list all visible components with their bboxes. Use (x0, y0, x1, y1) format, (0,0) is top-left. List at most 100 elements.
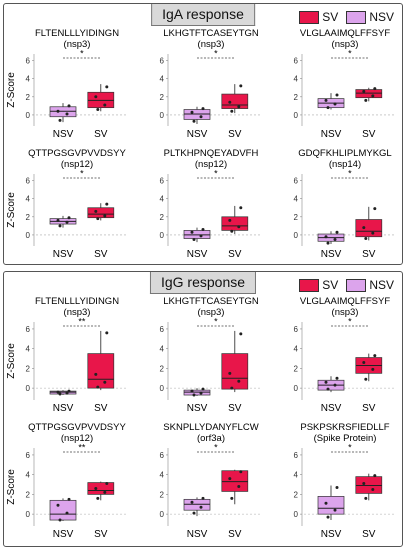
data-point (335, 230, 339, 234)
legend-label-nsv: NSV (369, 278, 394, 292)
data-point (192, 511, 196, 515)
box-sv (87, 353, 115, 389)
y-tick-label: 2 (26, 213, 31, 222)
box-sv (355, 219, 383, 238)
x-tick-label: SV (228, 403, 242, 414)
data-point (96, 496, 100, 500)
data-point (362, 226, 366, 230)
y-tick-label: 4 (294, 195, 299, 204)
data-point (239, 470, 243, 474)
y-tick-label: 0 (294, 510, 299, 519)
data-point (362, 482, 366, 486)
data-point (364, 237, 368, 241)
iga-response-panel: IgA response SV NSV (3, 3, 403, 265)
chart-title: FLTENLLLYIDINGN (35, 28, 119, 39)
y-tick-label: 2 (26, 490, 31, 499)
y-tick-label: 0 (294, 384, 299, 393)
chart-subtitle: (nsp3) (64, 307, 91, 318)
data-point (96, 217, 100, 221)
data-point (199, 234, 203, 238)
data-point (65, 220, 69, 224)
legend-item-nsv: NSV (346, 278, 394, 292)
y-tick-label: 4 (26, 75, 31, 84)
legend-item-nsv: NSV (346, 10, 394, 24)
x-tick-label: NSV (53, 529, 74, 540)
y-tick-label: 6 (160, 325, 165, 334)
data-point (103, 214, 107, 218)
boxplot-chart: PLTKHPNQEYADVFH(nsp12) 0 2 4 6 * NSV SV (160, 148, 260, 260)
chart-title: GDQFKHLIPLMYKGL (298, 148, 391, 159)
legend-item-sv: SV (299, 10, 338, 24)
y-tick-label: 0 (160, 384, 165, 393)
iga-legend: SV NSV (295, 10, 394, 24)
data-point (190, 500, 194, 504)
data-point (364, 496, 368, 500)
data-point (371, 231, 375, 235)
y-tick-label: 0 (26, 384, 31, 393)
data-point (373, 474, 377, 478)
x-tick-label: NSV (187, 249, 208, 260)
data-point (362, 360, 366, 364)
y-tick-label: 6 (294, 451, 299, 460)
data-point (230, 109, 234, 113)
igg-panel-title: IgG response (149, 272, 257, 294)
legend-label-nsv: NSV (369, 10, 394, 24)
data-point (58, 224, 62, 228)
data-point (201, 107, 205, 111)
iga-panel-title: IgA response (151, 4, 255, 26)
data-point (228, 218, 232, 222)
data-point (65, 391, 69, 395)
data-point (237, 105, 241, 109)
data-point (67, 216, 71, 220)
data-point (65, 112, 69, 116)
data-point (324, 380, 328, 384)
data-point (228, 100, 232, 104)
data-point (56, 218, 60, 222)
boxplot-chart: SKNPLLYDANYFLCW(orf3a) 0 2 4 6 * NSV SV (160, 422, 260, 540)
data-point (326, 515, 330, 519)
y-axis-label: Z-Score (6, 469, 17, 505)
boxplot-chart: FLTENLLLYIDINGN(nsp3) Z-Score 0 2 4 6 ** NSV SV (6, 296, 126, 414)
y-tick-label: 0 (294, 111, 299, 120)
data-point (94, 486, 98, 490)
data-point (326, 241, 330, 245)
data-point (228, 371, 232, 375)
data-point (237, 485, 241, 489)
significance-marker: * (348, 49, 352, 59)
data-point (201, 227, 205, 231)
chart-subtitle: (nsp12) (195, 159, 227, 170)
box-sv (221, 93, 249, 109)
data-point (335, 376, 339, 380)
y-tick-label: 6 (294, 57, 299, 66)
significance-marker: * (214, 443, 218, 453)
data-point (199, 391, 203, 395)
y-tick-label: 2 (26, 93, 31, 102)
box-sv (221, 353, 249, 390)
data-point (58, 518, 62, 522)
data-point (94, 372, 98, 376)
data-point (333, 508, 337, 512)
data-point (192, 393, 196, 397)
y-tick-label: 2 (160, 213, 165, 222)
data-point (67, 104, 71, 108)
data-point (190, 389, 194, 393)
y-tick-label: 6 (294, 325, 299, 334)
data-point (373, 207, 377, 211)
data-point (105, 331, 109, 335)
data-point (237, 225, 241, 229)
significance-marker: * (80, 169, 84, 179)
y-tick-label: 4 (160, 471, 165, 480)
data-point (58, 118, 62, 122)
x-tick-label: NSV (187, 129, 208, 140)
data-point (373, 87, 377, 91)
y-tick-label: 6 (160, 57, 165, 66)
y-axis-label: Z-Score (6, 343, 17, 379)
boxplot-chart: LKHGTFTCASEYTGN(nsp3) 0 2 4 6 * NSV SV (160, 28, 260, 140)
chart-title: PLTKHPNQEYADVFH (164, 148, 259, 159)
x-tick-label: NSV (187, 403, 208, 414)
data-point (371, 367, 375, 371)
chart-subtitle: (nsp14) (329, 159, 361, 170)
data-point (105, 85, 109, 89)
data-point (201, 387, 205, 391)
data-point (67, 389, 71, 393)
